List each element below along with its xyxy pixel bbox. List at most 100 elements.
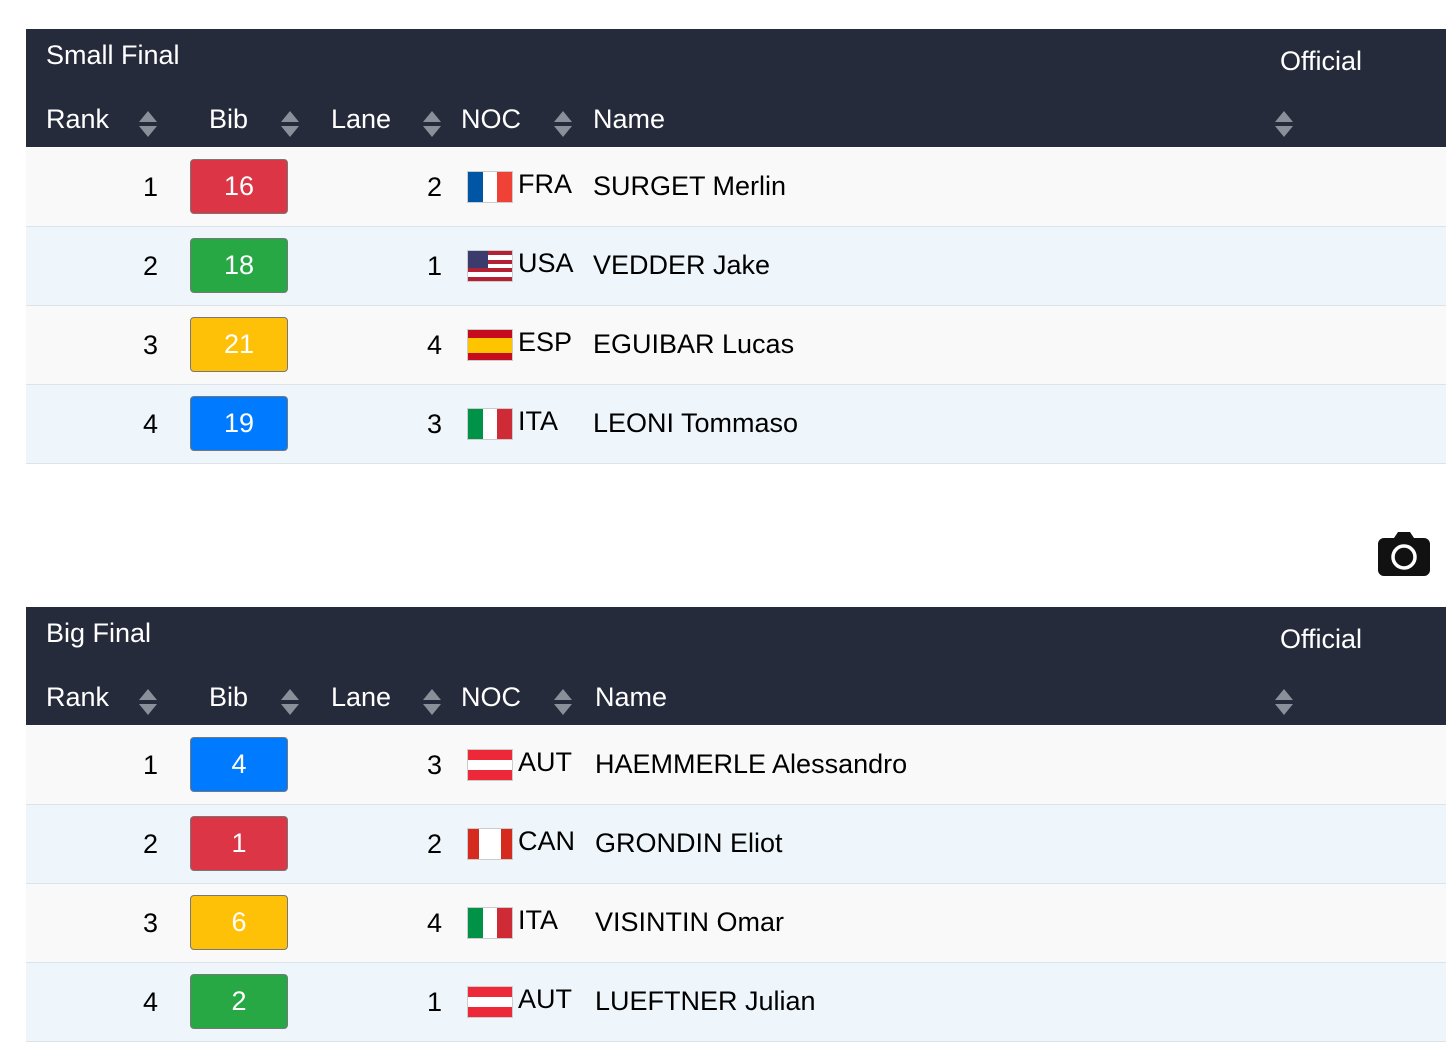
flag: [467, 907, 513, 939]
noc: ITA: [518, 406, 558, 436]
flag-stripe: [479, 829, 490, 859]
rank: 2: [142, 829, 158, 859]
column-header[interactable]: Rank: [46, 682, 110, 712]
flag-stripe: [482, 908, 498, 938]
table-row: 4 2 1 AUT LUEFTNER Julian: [26, 963, 1446, 1042]
flag: [467, 329, 513, 361]
flag-stripe: [468, 268, 512, 273]
column-header[interactable]: Bib: [209, 104, 249, 134]
sort-icon[interactable]: [138, 109, 158, 139]
status: Official: [1280, 624, 1363, 654]
column-header[interactable]: Bib: [209, 682, 249, 712]
bib: 4: [190, 737, 288, 792]
column-header[interactable]: Lane: [331, 104, 392, 134]
flag: [467, 986, 513, 1018]
flag-stripe: [501, 829, 512, 859]
flag-stripe: [468, 829, 479, 859]
noc: AUT: [518, 984, 572, 1014]
sort-icon[interactable]: [1274, 687, 1294, 717]
lane: 2: [426, 172, 442, 202]
lane: 4: [426, 330, 442, 360]
flag-stripe: [482, 409, 498, 439]
lane: 1: [426, 251, 442, 281]
sort-icon[interactable]: [280, 687, 300, 717]
bib: 6: [190, 895, 288, 950]
noc: CAN: [518, 826, 576, 856]
athlete-name: HAEMMERLE Alessandro: [595, 749, 908, 779]
athlete-name: VEDDER Jake: [593, 250, 771, 280]
flag-stripe: [482, 172, 498, 202]
flag-stripe: [468, 760, 512, 770]
flag-stripe: [468, 276, 512, 281]
flag-stripe: [468, 345, 512, 353]
flag-stripe: [468, 337, 512, 345]
noc: USA: [518, 248, 574, 278]
lane: 3: [426, 750, 442, 780]
flag-stripe: [468, 251, 512, 256]
sort-icon[interactable]: [553, 687, 573, 717]
rank: 4: [142, 409, 158, 439]
sort-icon[interactable]: [553, 109, 573, 139]
column-header[interactable]: Name: [593, 104, 666, 134]
flag: [467, 171, 513, 203]
bib: 16: [190, 159, 288, 214]
sort-icon[interactable]: [422, 687, 442, 717]
flag-stripe: [468, 409, 483, 439]
flag-stripe: [468, 352, 512, 360]
flag: [467, 828, 513, 860]
sort-icon[interactable]: [1274, 109, 1294, 139]
table-row: 1 16 2 FRA SURGET Merlin: [26, 148, 1446, 227]
flag-stripe: [468, 259, 512, 264]
status: Official: [1280, 46, 1363, 76]
column-header[interactable]: Rank: [46, 104, 110, 134]
flag-stripe: [490, 829, 501, 859]
flag-stripe: [497, 172, 512, 202]
rank: 2: [142, 251, 158, 281]
rank: 3: [142, 330, 158, 360]
column-header[interactable]: NOC: [461, 682, 521, 712]
bib: 1: [190, 816, 288, 871]
lane: 2: [426, 829, 442, 859]
athlete-name: LUEFTNER Julian: [595, 986, 816, 1016]
bib: 18: [190, 238, 288, 293]
lane: 1: [426, 987, 442, 1017]
flag-stripe: [468, 272, 512, 277]
flag-canton: [468, 251, 488, 268]
noc: ESP: [518, 327, 573, 357]
flag-stripe: [468, 1007, 512, 1017]
lane: 4: [426, 908, 442, 938]
athlete-name: EGUIBAR Lucas: [593, 329, 795, 359]
sort-icon[interactable]: [422, 109, 442, 139]
flag-stripe: [497, 409, 512, 439]
table-title: Big Final: [46, 618, 152, 648]
flag-stripe: [468, 263, 512, 269]
athlete-name: VISINTIN Omar: [595, 907, 785, 937]
flag-stripe: [468, 750, 512, 760]
athlete-name: GRONDIN Eliot: [595, 828, 783, 858]
table-header: Big Final Official Rank Bib Lane NOC Name: [26, 607, 1446, 725]
flag-stripe: [468, 770, 512, 780]
flag-stripe: [468, 330, 512, 338]
flag-stripe: [468, 255, 512, 260]
athlete-name: SURGET Merlin: [593, 171, 787, 201]
sort-icon[interactable]: [280, 109, 300, 139]
noc: AUT: [518, 747, 572, 777]
table-header: Small Final Official Rank Bib Lane NOC Name: [26, 29, 1446, 147]
sort-icon[interactable]: [138, 687, 158, 717]
flag-stripe: [468, 908, 483, 938]
rank: 1: [142, 172, 158, 202]
flag-stripe: [468, 987, 512, 997]
column-header[interactable]: Lane: [331, 682, 392, 712]
rank: 3: [142, 908, 158, 938]
bib: 2: [190, 974, 288, 1029]
column-header[interactable]: Name: [595, 682, 668, 712]
camera-button[interactable]: [1378, 530, 1430, 576]
table-row: 4 19 3 ITA LEONI Tommaso: [26, 385, 1446, 464]
column-header[interactable]: NOC: [461, 104, 521, 134]
noc: ITA: [518, 905, 558, 935]
table-row: 2 18 1 USA VEDDER Jake: [26, 227, 1446, 306]
rank: 1: [142, 750, 158, 780]
table-row: 3 6 4 ITA VISINTIN Omar: [26, 884, 1446, 963]
table-row: 1 4 3 AUT HAEMMERLE Alessandro: [26, 726, 1446, 805]
